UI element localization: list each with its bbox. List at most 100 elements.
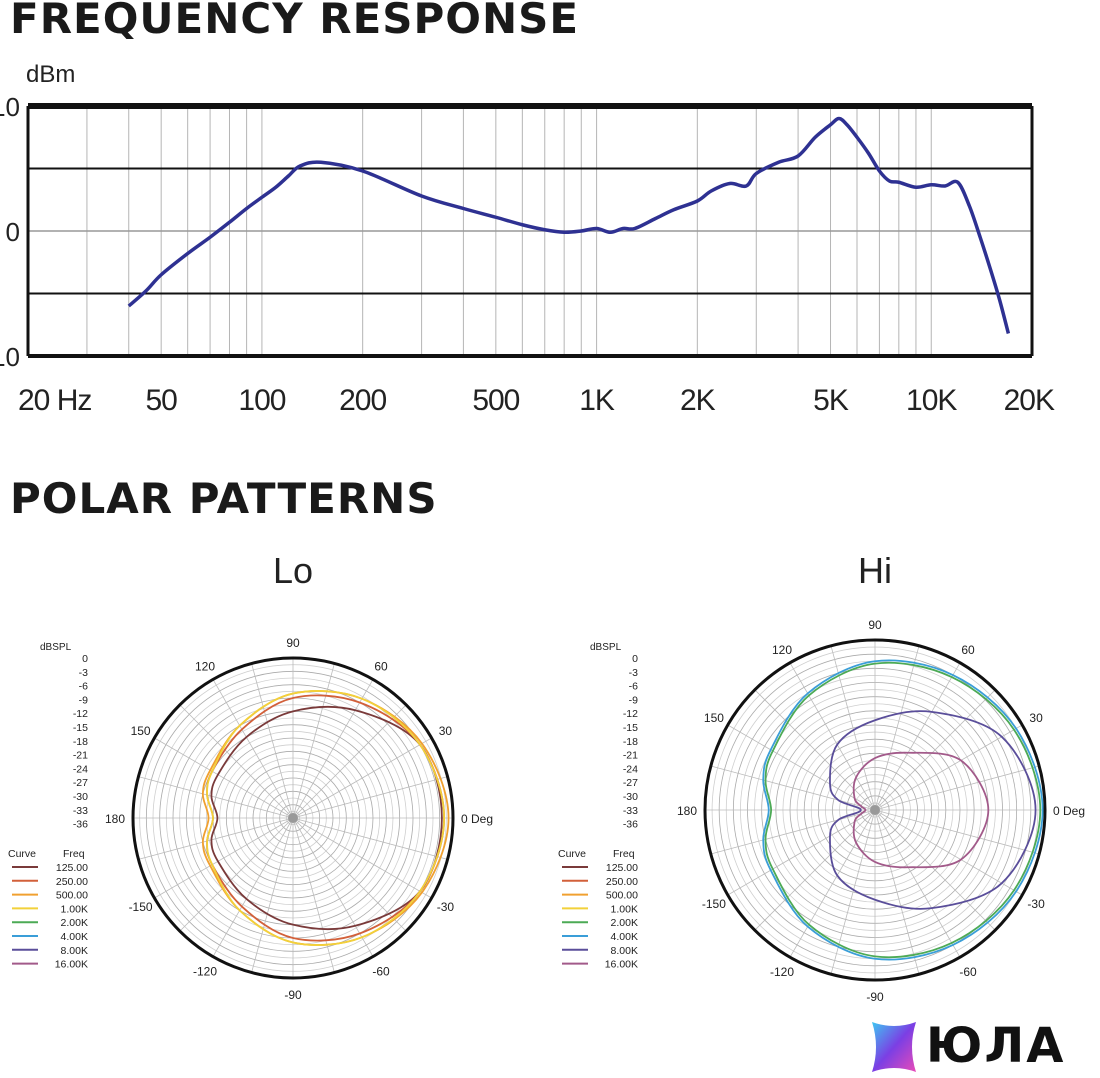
polar-spoke: [754, 689, 876, 811]
polar-spoke: [138, 817, 294, 860]
polar-angle-label: 120: [772, 643, 792, 657]
polar-r-tick: -30: [623, 791, 638, 803]
polar-angle-label: 150: [131, 724, 151, 738]
polar-spoke: [212, 817, 294, 957]
polar-angle-label: 0 Deg: [461, 812, 493, 826]
legend-header-curve: Curve: [558, 848, 586, 860]
polar-r-tick: -27: [623, 777, 638, 789]
x-tick-label: 5K: [813, 384, 849, 417]
polar-angle-label: 30: [439, 724, 453, 738]
polar-spoke: [874, 765, 1040, 811]
polar-r-tick: -21: [623, 750, 638, 762]
polar-spoke: [179, 817, 294, 932]
legend-freq-label: 8.00K: [61, 945, 88, 957]
legend-freq-label: 500.00: [606, 890, 638, 902]
polar-spoke: [754, 809, 876, 931]
polar-pattern-lo-chart: Lo0 Deg306090120150180-150-120-90-60-30d…: [8, 550, 493, 1002]
polar-r-tick: 0: [82, 653, 88, 665]
polar-title: Lo: [273, 550, 313, 591]
polar-spoke: [292, 737, 432, 819]
polar-spoke: [874, 809, 961, 958]
polar-angle-label: 0 Deg: [1053, 804, 1085, 818]
polar-r-tick: -27: [73, 777, 88, 789]
polar-spoke: [874, 689, 996, 811]
polar-spoke: [874, 724, 1023, 811]
polar-patterns-heading: POLAR PATTERNS: [10, 474, 438, 523]
polar-angle-label: -90: [866, 990, 884, 1004]
polar-angle-label: -120: [770, 965, 794, 979]
polar-angle-label: 60: [374, 660, 388, 674]
polar-angle-label: -150: [702, 897, 726, 911]
polar-spoke: [251, 663, 294, 819]
frequency-response-line: [127, 116, 1011, 334]
polar-spoke: [138, 776, 294, 819]
polar-spoke: [727, 724, 876, 811]
legend-freq-label: 250.00: [56, 876, 88, 888]
polar-curve-2-00k: [764, 661, 1042, 959]
legend-header-freq: Freq: [613, 848, 635, 860]
legend-freq-label: 500.00: [56, 890, 88, 902]
polar-spoke: [292, 704, 407, 819]
polar-r-tick: -36: [623, 819, 638, 831]
polar-spoke: [874, 662, 961, 811]
polar-r-tick: -6: [629, 681, 638, 693]
polar-angle-label: 180: [105, 812, 125, 826]
polar-curve-4-00k: [762, 659, 1044, 961]
polar-angle-label: 30: [1029, 711, 1043, 725]
polar-spoke: [789, 662, 876, 811]
polar-spoke: [874, 809, 1040, 855]
polar-angle-label: -30: [1027, 897, 1045, 911]
polar-angle-label: -30: [437, 900, 455, 914]
polar-r-tick: -33: [73, 805, 88, 817]
polar-r-tick: -24: [623, 763, 638, 775]
polar-angle-label: -60: [372, 964, 390, 978]
polar-r-tick: -9: [79, 694, 88, 706]
legend-header-freq: Freq: [63, 848, 85, 860]
polar-angle-label: 150: [704, 711, 724, 725]
legend-freq-label: 125.00: [606, 862, 638, 874]
polar-spoke: [292, 817, 448, 860]
legend-freq-label: 125.00: [56, 862, 88, 874]
x-tick-label: 200: [339, 384, 386, 417]
polar-outer-ring: [703, 638, 1047, 982]
legend-freq-label: 2.00K: [61, 917, 88, 929]
polar-angle-label: -150: [129, 900, 153, 914]
polar-spoke: [710, 765, 876, 811]
legend-freq-label: 16.00K: [55, 959, 88, 971]
polar-spoke: [292, 776, 448, 819]
polar-spoke: [154, 817, 294, 899]
polar-r-tick: -12: [73, 708, 88, 720]
polar-spoke: [727, 809, 876, 896]
polar-curve-8-00k: [829, 710, 1037, 910]
x-tick-label: 10K: [906, 384, 957, 417]
polar-r-tick: -3: [79, 667, 88, 679]
polar-outer-ring: [131, 656, 455, 980]
polar-angle-label: 120: [195, 660, 215, 674]
x-tick-label: 500: [472, 384, 519, 417]
frequency-response-heading: FREQUENCY RESPONSE: [10, 0, 580, 43]
legend-freq-label: 2.00K: [611, 917, 638, 929]
polar-spoke: [292, 817, 335, 973]
polar-center: [288, 813, 298, 823]
yula-logo-icon: [872, 1022, 916, 1072]
legend-freq-label: 16.00K: [605, 959, 638, 971]
legend-freq-label: 1.00K: [61, 903, 88, 915]
polar-angle-label: 90: [868, 618, 882, 632]
polar-r-tick: -9: [629, 694, 638, 706]
legend-freq-label: 1.00K: [611, 903, 638, 915]
legend-freq-label: 8.00K: [611, 945, 638, 957]
polar-angle-label: -90: [284, 988, 302, 1002]
y-tick-label: 10: [0, 92, 20, 122]
x-tick-label: 20 Hz: [18, 384, 91, 417]
polar-spoke: [292, 679, 374, 819]
polar-r-tick: -24: [73, 763, 88, 775]
polar-spoke: [154, 737, 294, 819]
legend-freq-label: 4.00K: [611, 931, 638, 943]
polar-r-tick: -36: [73, 819, 88, 831]
polar-r-tick: -33: [623, 805, 638, 817]
polar-spoke: [874, 809, 920, 975]
polar-spoke: [789, 809, 876, 958]
polar-spoke: [292, 663, 335, 819]
polar-angle-label: -60: [959, 965, 977, 979]
